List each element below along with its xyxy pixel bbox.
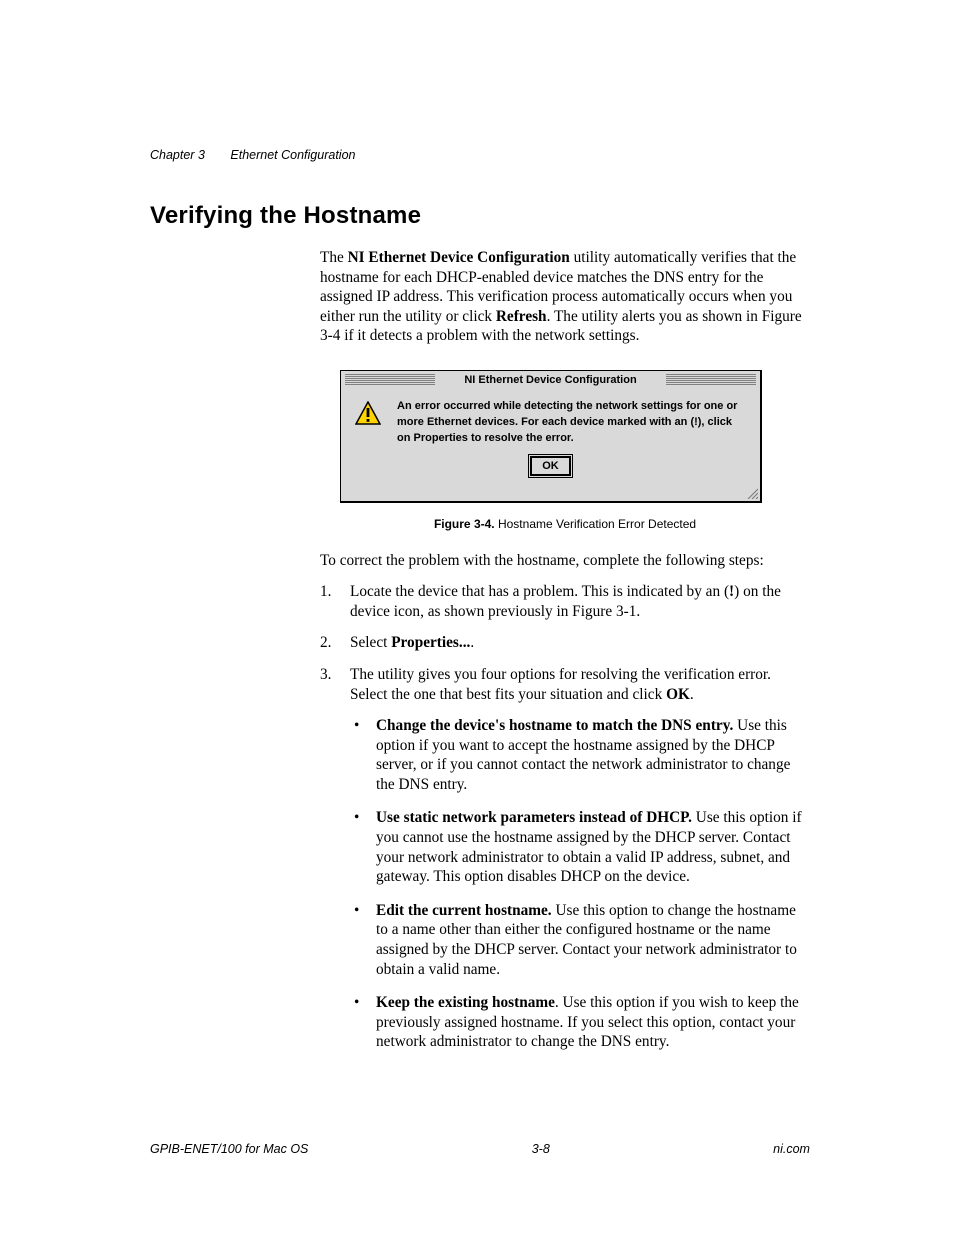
option-2: • Use static network parameters instead … <box>350 808 810 886</box>
step-number: 3. <box>320 665 350 1066</box>
dialog-title: NI Ethernet Device Configuration <box>458 374 642 386</box>
option-text: Keep the existing hostname. Use this opt… <box>376 993 810 1052</box>
footer-left: GPIB-ENET/100 for Mac OS <box>150 1142 308 1156</box>
intro-paragraph: The NI Ethernet Device Configuration uti… <box>320 248 810 346</box>
step-text-post: . <box>690 686 694 703</box>
option-text: Change the device's hostname to match th… <box>376 716 810 794</box>
option-bold: Edit the current hostname. <box>376 902 552 919</box>
header-chapter: Chapter 3 <box>150 148 205 162</box>
footer-right: ni.com <box>773 1142 810 1156</box>
option-bold: Keep the existing hostname <box>376 994 555 1011</box>
dialog-message: An error occurred while detecting the ne… <box>397 399 746 447</box>
step-body: Select Properties.... <box>350 633 810 653</box>
bullet-dot: • <box>350 993 376 1052</box>
options-list: • Change the device's hostname to match … <box>350 716 810 1052</box>
bullet-dot: • <box>350 716 376 794</box>
ok-button[interactable]: OK <box>531 457 570 475</box>
option-3: • Edit the current hostname. Use this op… <box>350 901 810 979</box>
figure-label: Figure 3-4. <box>434 517 495 531</box>
step-text: Locate the device that has a problem. Th… <box>350 583 729 600</box>
steps-list: 1. Locate the device that has a problem.… <box>320 582 810 1066</box>
resize-grip-icon <box>746 487 758 499</box>
intro-bold-1: NI Ethernet Device Configuration <box>348 249 570 266</box>
step-text-post: . <box>470 634 474 651</box>
option-text: Edit the current hostname. Use this opti… <box>376 901 810 979</box>
option-1: • Change the device's hostname to match … <box>350 716 810 794</box>
dialog-figure: NI Ethernet Device Configuration An erro… <box>340 370 762 503</box>
figure-caption-text: Hostname Verification Error Detected <box>498 517 696 531</box>
option-bold: Change the device's hostname to match th… <box>376 717 733 734</box>
step-number: 2. <box>320 633 350 653</box>
step-bold: OK <box>666 686 690 703</box>
step-text: Select <box>350 634 391 651</box>
intro-text-pre: The <box>320 249 348 266</box>
page-footer: GPIB-ENET/100 for Mac OS 3-8 ni.com <box>150 1142 810 1156</box>
step-body: The utility gives you four options for r… <box>350 665 810 1066</box>
dialog-button-row: OK <box>341 455 760 501</box>
page-content: Chapter 3 Ethernet Configuration Verifyi… <box>150 148 810 1078</box>
warning-icon <box>355 399 383 447</box>
running-header: Chapter 3 Ethernet Configuration <box>150 148 810 162</box>
titlebar-stripes-left <box>345 374 435 386</box>
intro-bold-2: Refresh <box>496 308 547 325</box>
step-3: 3. The utility gives you four options fo… <box>320 665 810 1066</box>
option-4: • Keep the existing hostname. Use this o… <box>350 993 810 1052</box>
step-body: Locate the device that has a problem. Th… <box>350 582 810 621</box>
step-number: 1. <box>320 582 350 621</box>
step-1: 1. Locate the device that has a problem.… <box>320 582 810 621</box>
bullet-dot: • <box>350 901 376 979</box>
page-title: Verifying the Hostname <box>150 202 810 230</box>
dialog-body: An error occurred while detecting the ne… <box>341 389 760 455</box>
step-bold: Properties... <box>391 634 470 651</box>
dialog-window: NI Ethernet Device Configuration An erro… <box>340 370 762 503</box>
option-text: Use static network parameters instead of… <box>376 808 810 886</box>
bullet-dot: • <box>350 808 376 886</box>
step-text: The utility gives you four options for r… <box>350 666 771 703</box>
option-bold: Use static network parameters instead of… <box>376 809 692 826</box>
footer-center: 3-8 <box>532 1142 550 1156</box>
step-2: 2. Select Properties.... <box>320 633 810 653</box>
dialog-titlebar: NI Ethernet Device Configuration <box>341 371 760 389</box>
steps-intro: To correct the problem with the hostname… <box>320 551 810 571</box>
titlebar-stripes-right <box>666 374 756 386</box>
header-section: Ethernet Configuration <box>230 148 355 162</box>
figure-caption: Figure 3-4. Hostname Verification Error … <box>320 517 810 531</box>
